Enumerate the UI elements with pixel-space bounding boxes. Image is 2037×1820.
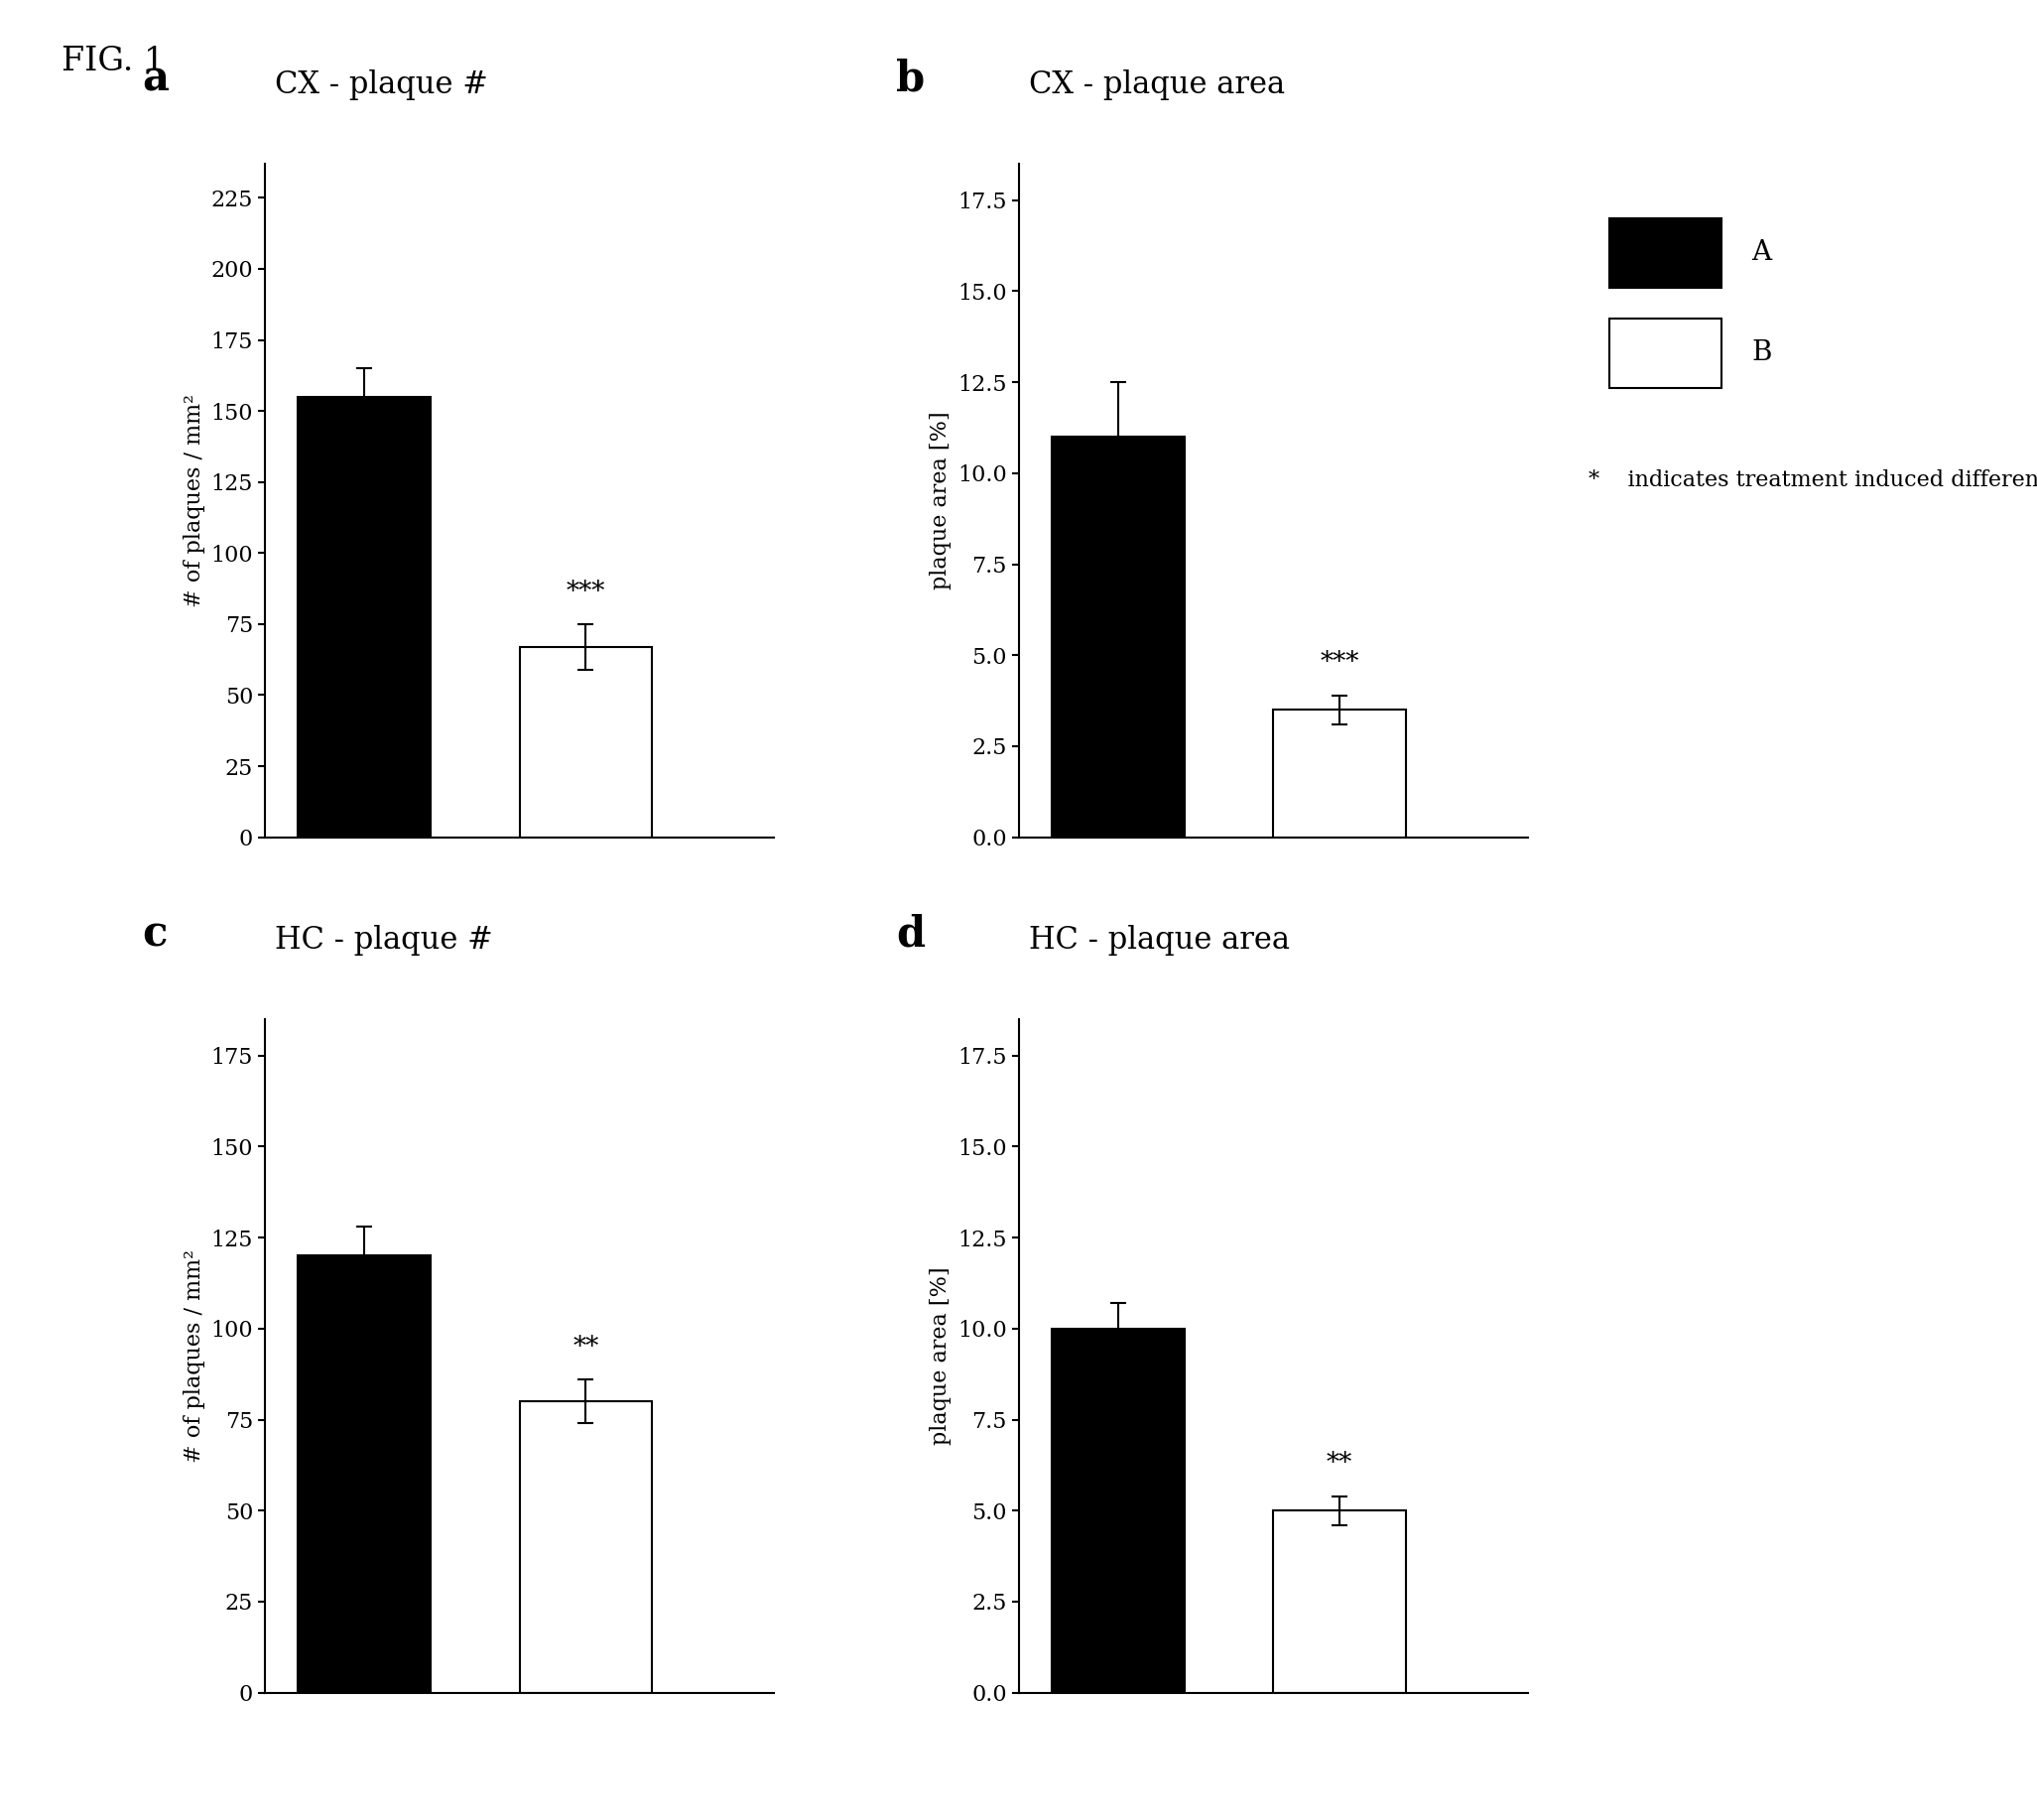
Text: HC - plaque #: HC - plaque # — [275, 925, 493, 956]
Text: **: ** — [1326, 1451, 1353, 1476]
Text: d: d — [896, 914, 925, 956]
Y-axis label: plaque area [%]: plaque area [%] — [931, 411, 951, 590]
Text: FIG. 1: FIG. 1 — [61, 46, 165, 76]
Bar — [297, 1256, 432, 1693]
Y-axis label: # of plaques / mm²: # of plaques / mm² — [183, 393, 206, 608]
Bar — [1273, 1511, 1406, 1693]
Bar — [1051, 437, 1186, 837]
Text: c: c — [143, 914, 167, 956]
Bar — [1051, 1329, 1186, 1693]
Text: ***: *** — [1320, 650, 1359, 675]
Text: B: B — [1752, 340, 1772, 366]
Text: b: b — [896, 58, 925, 100]
Bar — [297, 397, 432, 837]
Text: HC - plaque area: HC - plaque area — [1029, 925, 1289, 956]
Bar — [519, 1401, 652, 1693]
Text: CX - plaque area: CX - plaque area — [1029, 69, 1285, 100]
Text: ***: *** — [566, 579, 605, 604]
Y-axis label: plaque area [%]: plaque area [%] — [931, 1267, 951, 1445]
Y-axis label: # of plaques / mm²: # of plaques / mm² — [183, 1249, 206, 1463]
Text: *    indicates treatment induced difference: * indicates treatment induced difference — [1589, 470, 2037, 491]
Bar — [1273, 710, 1406, 837]
Bar — [519, 646, 652, 837]
Text: A: A — [1752, 240, 1772, 266]
Text: **: ** — [572, 1334, 599, 1360]
Text: a: a — [143, 58, 169, 100]
Text: CX - plaque #: CX - plaque # — [275, 69, 489, 100]
